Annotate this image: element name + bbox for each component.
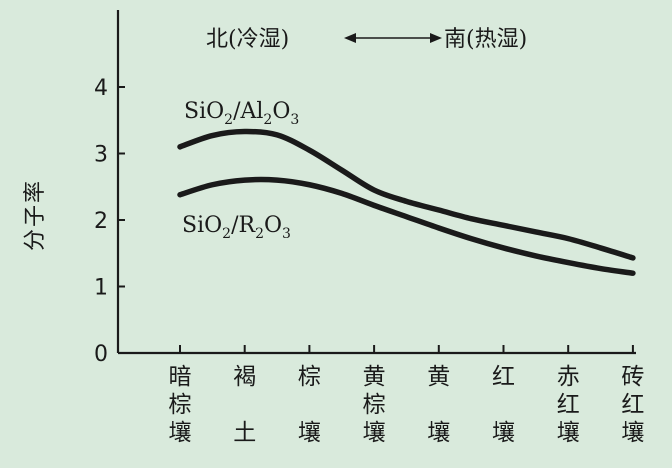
y-axis-label-char: 子 bbox=[23, 205, 48, 227]
x-tick-label-char: 红 bbox=[557, 392, 580, 418]
x-tick-label-赤红壤: 赤红壤 bbox=[557, 364, 580, 446]
y-tick-label: 3 bbox=[94, 143, 108, 168]
x-tick-label-褐土: 褐土 bbox=[233, 364, 256, 446]
x-tick-label-char: 壤 bbox=[492, 420, 515, 446]
x-tick-label-char: 红 bbox=[621, 392, 644, 418]
y-axis-label-char: 分 bbox=[23, 229, 48, 251]
x-tick-label-char: 黄 bbox=[427, 364, 450, 390]
series-label-1: SiO2/Al2O3 bbox=[184, 99, 299, 128]
x-tick-label-char: 土 bbox=[233, 420, 256, 446]
x-tick-label-char: 褐 bbox=[233, 364, 256, 390]
x-tick-label-char: 棕 bbox=[363, 392, 386, 418]
series-line-2 bbox=[177, 176, 636, 276]
chart-title: 北(冷湿) 南(热湿) bbox=[206, 27, 527, 52]
y-axis-label-char: 率 bbox=[23, 181, 48, 203]
x-tick-label-char: 壤 bbox=[363, 420, 386, 446]
x-tick-label-char: 赤 bbox=[557, 364, 580, 390]
y-tick-label: 2 bbox=[94, 209, 108, 234]
x-tick-label-黄棕壤: 黄棕壤 bbox=[363, 364, 386, 446]
x-tick-label-char: 壤 bbox=[621, 420, 644, 446]
series-layer bbox=[177, 128, 636, 276]
y-tick-label: 4 bbox=[94, 76, 108, 101]
x-tick-label-char: 红 bbox=[492, 364, 515, 390]
title-left: 北(冷湿) bbox=[206, 27, 289, 52]
x-tick-label-char: 壤 bbox=[557, 420, 580, 446]
x-tick-label-char: 壤 bbox=[427, 420, 450, 446]
y-tick-label: 1 bbox=[94, 276, 108, 301]
title-right: 南(热湿) bbox=[444, 27, 527, 52]
title-arrow-right-head bbox=[430, 33, 442, 43]
x-tick-label-char: 暗 bbox=[169, 364, 192, 390]
x-tick-label-char: 砖 bbox=[621, 364, 644, 390]
x-tick-label-char: 棕 bbox=[298, 364, 321, 390]
x-tick-label-暗棕壤: 暗棕壤 bbox=[169, 364, 192, 446]
series-label-2: SiO2/R2O3 bbox=[182, 213, 291, 242]
x-tick-label-char: 壤 bbox=[298, 420, 321, 446]
x-tick-label-红壤: 红壤 bbox=[492, 364, 515, 446]
labels-layer: 北(冷湿) 南(热湿) SiO2/Al2O3 SiO2/R2O3 bbox=[182, 27, 527, 242]
x-tick-label-砖红壤: 砖红壤 bbox=[621, 364, 644, 446]
series-line-1 bbox=[177, 128, 636, 261]
x-tick-label-char: 壤 bbox=[169, 420, 192, 446]
title-arrow-left-head bbox=[344, 33, 356, 43]
x-tick-label-黄壤: 黄壤 bbox=[427, 364, 450, 446]
x-tick-label-棕壤: 棕壤 bbox=[298, 364, 321, 446]
y-tick-label: 0 bbox=[94, 342, 108, 367]
x-tick-label-char: 黄 bbox=[363, 364, 386, 390]
y-axis-label: 分子率 bbox=[23, 181, 48, 251]
x-tick-label-char: 棕 bbox=[169, 392, 192, 418]
